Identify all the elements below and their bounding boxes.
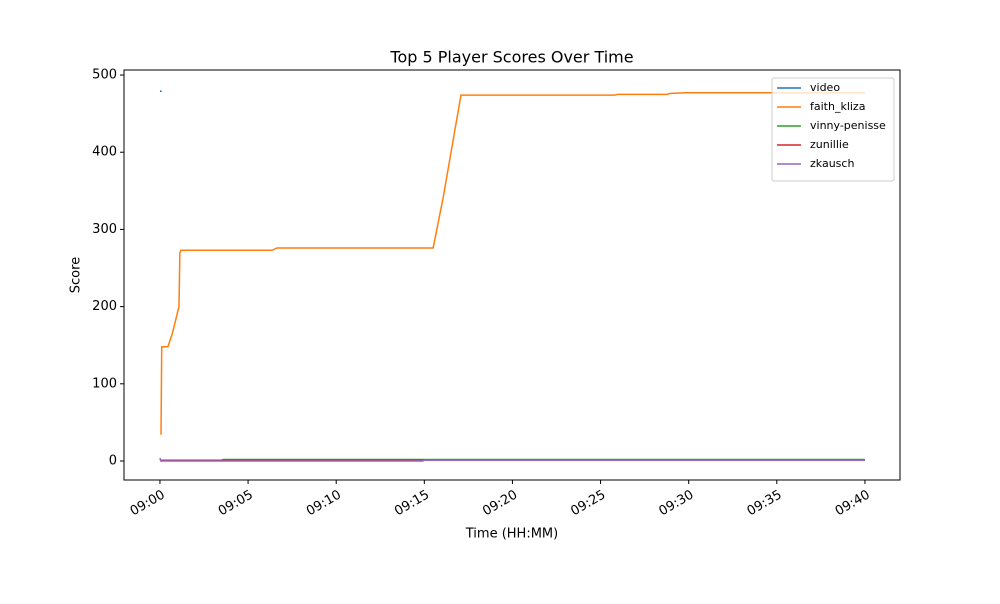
y-tick-label: 0	[109, 454, 117, 469]
legend-label: faith_kliza	[810, 100, 865, 113]
legend-label: zunillie	[810, 138, 849, 151]
legend-label: vinny-penisse	[810, 119, 886, 132]
legend-label: video	[810, 81, 840, 94]
legend-label: zkausch	[810, 157, 854, 170]
x-axis-label: Time (HH:MM)	[465, 527, 558, 542]
line-series	[159, 457, 865, 462]
y-tick-label: 200	[92, 299, 117, 314]
y-axis-label: Score	[69, 257, 84, 293]
chart-title: Top 5 Player Scores Over Time	[389, 48, 633, 67]
y-tick-label: 300	[92, 222, 117, 237]
y-tick-label: 500	[92, 68, 117, 83]
line-series	[160, 92, 865, 435]
y-tick-label: 400	[92, 145, 117, 160]
y-tick-label: 100	[92, 376, 117, 391]
legend-box	[771, 77, 895, 182]
